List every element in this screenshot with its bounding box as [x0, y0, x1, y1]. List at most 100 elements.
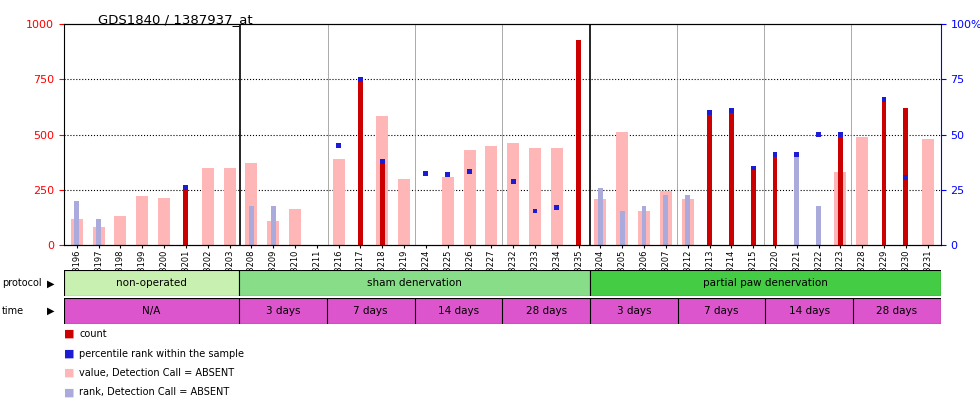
- Bar: [882, 97, 887, 102]
- Bar: [529, 148, 541, 245]
- Bar: [532, 209, 537, 213]
- Text: partial paw denervation: partial paw denervation: [703, 278, 828, 288]
- Bar: [415, 298, 502, 324]
- Bar: [183, 185, 188, 245]
- Text: ■: ■: [64, 368, 74, 378]
- Text: sham denervation: sham denervation: [368, 278, 462, 288]
- Bar: [467, 169, 472, 174]
- Bar: [663, 195, 668, 245]
- Bar: [380, 159, 384, 164]
- Bar: [853, 298, 941, 324]
- Bar: [660, 191, 672, 245]
- Bar: [816, 132, 821, 137]
- Bar: [358, 77, 363, 82]
- Bar: [508, 143, 519, 245]
- Bar: [332, 159, 345, 245]
- Bar: [398, 179, 410, 245]
- Bar: [816, 207, 821, 245]
- Bar: [423, 171, 428, 176]
- Bar: [376, 116, 388, 245]
- Bar: [485, 146, 497, 245]
- Bar: [598, 188, 603, 245]
- Bar: [904, 177, 908, 245]
- Bar: [729, 108, 734, 245]
- Text: ■: ■: [64, 329, 74, 339]
- Bar: [642, 207, 647, 245]
- Bar: [136, 196, 148, 245]
- Text: 28 days: 28 days: [876, 306, 917, 316]
- Bar: [442, 177, 454, 245]
- Bar: [502, 298, 590, 324]
- Bar: [751, 166, 756, 171]
- Text: 7 days: 7 days: [354, 306, 388, 316]
- Text: count: count: [79, 329, 107, 339]
- Bar: [772, 152, 777, 245]
- Bar: [245, 163, 258, 245]
- Bar: [616, 132, 628, 245]
- Text: GDS1840 / 1387937_at: GDS1840 / 1387937_at: [98, 13, 253, 26]
- Bar: [74, 201, 79, 245]
- Bar: [922, 139, 934, 245]
- Bar: [445, 172, 450, 177]
- Bar: [838, 132, 843, 137]
- Bar: [904, 175, 908, 180]
- Text: non-operated: non-operated: [116, 278, 187, 288]
- Bar: [682, 199, 694, 245]
- Bar: [464, 150, 475, 245]
- Bar: [268, 221, 279, 245]
- Text: N/A: N/A: [142, 306, 161, 316]
- Bar: [795, 157, 800, 245]
- Bar: [64, 298, 239, 324]
- Text: 7 days: 7 days: [705, 306, 739, 316]
- Bar: [511, 179, 515, 183]
- Bar: [795, 152, 800, 157]
- Text: time: time: [2, 306, 24, 316]
- Text: ■: ■: [64, 349, 74, 358]
- Bar: [202, 168, 214, 245]
- Bar: [115, 216, 126, 245]
- Bar: [904, 108, 908, 245]
- Text: protocol: protocol: [2, 278, 41, 288]
- Text: 14 days: 14 days: [438, 306, 479, 316]
- Bar: [638, 211, 650, 245]
- Bar: [336, 143, 341, 148]
- Text: percentile rank within the sample: percentile rank within the sample: [79, 349, 244, 358]
- Text: 14 days: 14 days: [789, 306, 830, 316]
- Bar: [857, 137, 868, 245]
- Bar: [551, 148, 563, 245]
- Text: 3 days: 3 days: [266, 306, 300, 316]
- Bar: [834, 172, 847, 245]
- Text: ■: ■: [64, 388, 74, 397]
- Bar: [96, 219, 101, 245]
- Bar: [590, 298, 678, 324]
- Bar: [270, 207, 275, 245]
- Text: 3 days: 3 days: [616, 306, 651, 316]
- Bar: [380, 159, 384, 245]
- Bar: [729, 108, 734, 113]
- Text: 28 days: 28 days: [525, 306, 566, 316]
- Bar: [751, 166, 756, 245]
- Bar: [765, 298, 853, 324]
- Bar: [555, 205, 560, 210]
- Bar: [838, 132, 843, 245]
- Bar: [223, 168, 235, 245]
- Bar: [239, 270, 590, 296]
- Bar: [595, 199, 607, 245]
- Bar: [71, 219, 82, 245]
- Bar: [708, 111, 711, 245]
- Bar: [64, 270, 239, 296]
- Bar: [590, 270, 941, 296]
- Text: value, Detection Call = ABSENT: value, Detection Call = ABSENT: [79, 368, 234, 378]
- Text: rank, Detection Call = ABSENT: rank, Detection Call = ABSENT: [79, 388, 229, 397]
- Bar: [249, 207, 254, 245]
- Bar: [576, 40, 581, 245]
- Bar: [326, 298, 415, 324]
- Bar: [183, 185, 188, 190]
- Bar: [358, 77, 363, 245]
- Bar: [685, 195, 690, 245]
- Bar: [708, 111, 711, 115]
- Bar: [158, 198, 171, 245]
- Bar: [678, 298, 765, 324]
- Text: ▶: ▶: [47, 306, 55, 316]
- Bar: [239, 298, 327, 324]
